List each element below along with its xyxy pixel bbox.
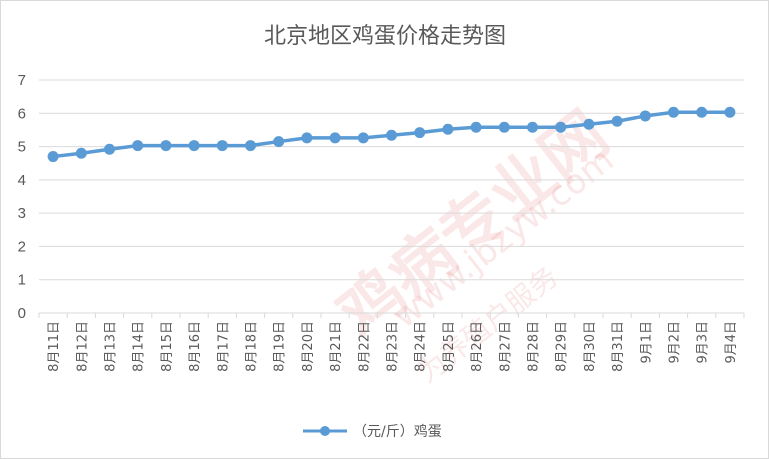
- x-tick-label: 8月17日: [216, 321, 231, 372]
- data-point[interactable]: [132, 140, 144, 152]
- data-point[interactable]: [216, 140, 228, 152]
- x-tick-label: 9月2日: [668, 321, 683, 364]
- y-tick-label: 0: [18, 305, 26, 322]
- series-layer: [47, 106, 736, 163]
- x-tick-label: 8月21日: [329, 321, 344, 372]
- data-point[interactable]: [160, 140, 172, 152]
- data-point[interactable]: [329, 132, 341, 144]
- y-tick-label: 3: [18, 205, 26, 222]
- x-tick-label: 8月20日: [301, 321, 316, 372]
- x-tick-label: 8月14日: [132, 321, 147, 372]
- y-tick-label: 5: [18, 139, 26, 156]
- data-point[interactable]: [583, 118, 595, 130]
- data-point[interactable]: [104, 143, 115, 155]
- x-tick-label: 8月15日: [160, 321, 175, 372]
- data-point[interactable]: [611, 115, 623, 127]
- data-point[interactable]: [696, 106, 708, 118]
- x-tick-label: 8月27日: [498, 321, 513, 372]
- x-tick-label: 8月29日: [555, 321, 570, 372]
- data-point[interactable]: [442, 123, 454, 135]
- x-tick-label: 8月23日: [386, 321, 401, 372]
- y-tick-label: 4: [18, 172, 26, 189]
- data-point[interactable]: [414, 127, 426, 139]
- x-tick-label: 8月25日: [442, 321, 457, 372]
- x-tick-label: 8月19日: [273, 321, 288, 372]
- x-tick-label: 8月22日: [357, 321, 372, 372]
- data-point[interactable]: [357, 132, 369, 144]
- x-axis-ticks: 8月11日 8月12日 8月13日 8月14日 8月15日 8月16日 8月17日 8月18日…: [38, 313, 745, 372]
- x-tick-label: 9月4日: [724, 321, 739, 364]
- y-axis-ticks: 0 1 2 3 4 5 6 7: [18, 72, 26, 322]
- data-point[interactable]: [639, 110, 651, 122]
- x-tick-label: 8月24日: [414, 321, 429, 372]
- x-tick-label: 8月12日: [75, 321, 90, 372]
- data-point[interactable]: [724, 106, 736, 118]
- y-tick-label: 2: [18, 238, 26, 255]
- legend-marker: [320, 426, 330, 436]
- data-point[interactable]: [555, 121, 567, 133]
- data-point[interactable]: [273, 136, 285, 148]
- y-tick-label: 1: [18, 272, 26, 289]
- data-point[interactable]: [188, 140, 200, 152]
- x-tick-label: 8月30日: [583, 321, 598, 372]
- x-tick-label: 8月18日: [245, 321, 260, 372]
- data-point[interactable]: [498, 121, 510, 133]
- x-tick-label: 8月11日: [47, 321, 62, 372]
- gridlines: [39, 79, 744, 314]
- data-point[interactable]: [668, 106, 679, 118]
- x-tick-label: 8月31日: [611, 321, 626, 372]
- data-point[interactable]: [386, 129, 397, 141]
- chart-title: 北京地区鸡蛋价格走势图: [264, 24, 506, 49]
- data-point[interactable]: [470, 121, 482, 133]
- data-point[interactable]: [75, 147, 87, 159]
- data-point[interactable]: [527, 121, 538, 133]
- legend-label: （元/斤）鸡蛋: [353, 423, 442, 440]
- x-tick-label: 8月26日: [470, 321, 485, 372]
- x-tick-label: 9月3日: [696, 321, 711, 364]
- legend[interactable]: （元/斤）鸡蛋: [303, 423, 442, 440]
- x-tick-label: 9月1日: [639, 321, 654, 364]
- data-point[interactable]: [245, 140, 256, 152]
- y-tick-label: 6: [18, 105, 26, 122]
- x-tick-label: 8月16日: [188, 321, 203, 372]
- data-point[interactable]: [301, 132, 313, 144]
- y-tick-label: 7: [18, 72, 26, 89]
- data-point[interactable]: [47, 151, 59, 163]
- x-tick-label: 8月28日: [527, 321, 542, 372]
- x-tick-label: 8月13日: [104, 321, 119, 372]
